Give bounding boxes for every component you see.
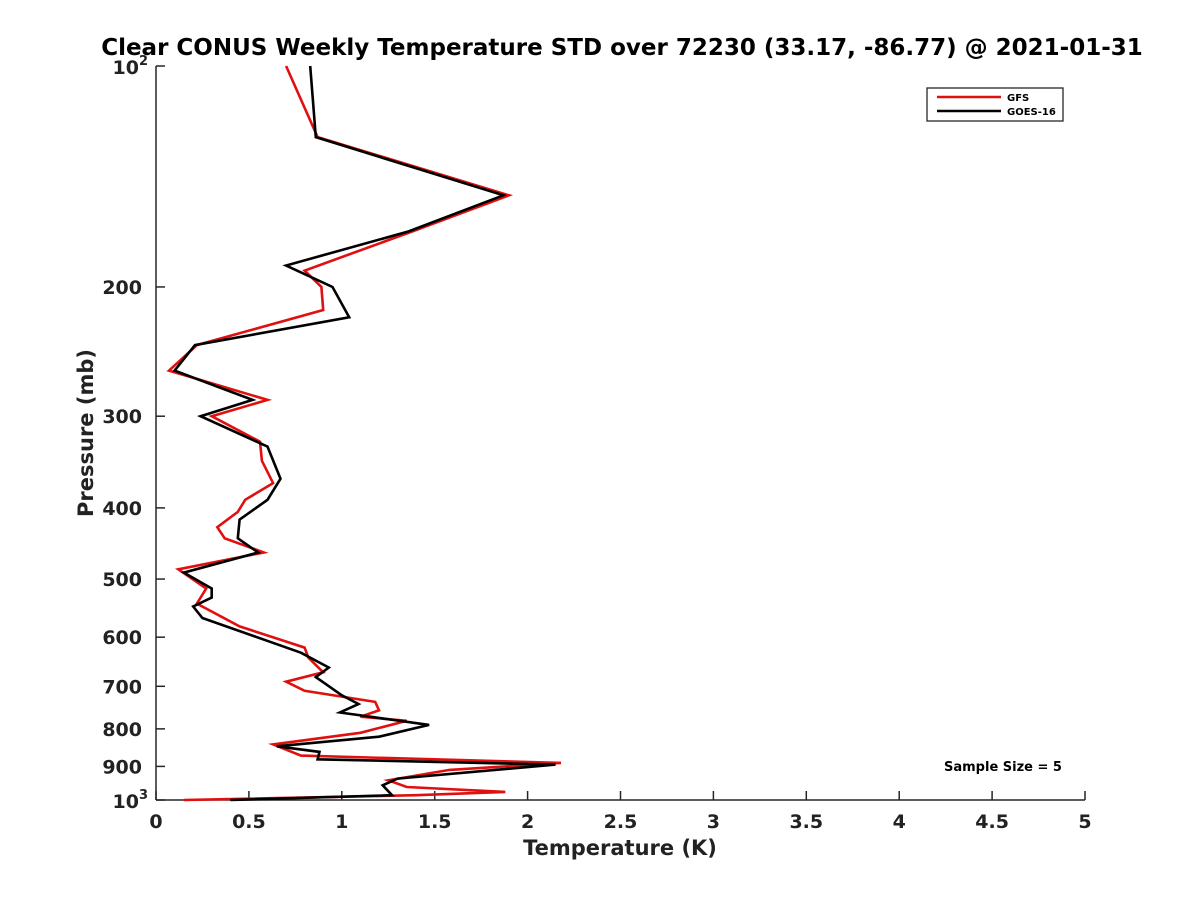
- y-tick-label: 700: [102, 676, 142, 698]
- x-tick-label: 0.5: [232, 811, 266, 833]
- series-line-gfs: [166, 65, 562, 802]
- x-tick-label: 1: [335, 811, 348, 833]
- axes: 0 0.5 1 1.5 2 2.5 3 3.5 4 4.5 51022003004005006007…: [102, 54, 1091, 833]
- x-tick-label: 3: [707, 811, 720, 833]
- series-line-goes-16: [172, 65, 556, 802]
- x-tick-label: 3.5: [789, 811, 823, 833]
- series-layer: [166, 65, 562, 802]
- x-tick-label: 2: [521, 811, 534, 833]
- y-axis-label: Pressure (mb): [74, 349, 98, 517]
- y-tick-exponent: 2: [139, 54, 148, 69]
- legend-label: GFS: [1007, 93, 1029, 104]
- legend-box: [926, 87, 1064, 122]
- y-tick-base: 10: [113, 57, 139, 79]
- x-tick-label: 4.5: [975, 811, 1009, 833]
- x-tick-label: 4: [893, 811, 906, 833]
- x-tick-label: 2.5: [604, 811, 638, 833]
- legend: GFS GOES-16: [926, 87, 1064, 122]
- x-tick-label: 5: [1078, 811, 1091, 833]
- y-tick-label: 200: [102, 277, 142, 299]
- x-axis-label: Temperature (K): [523, 836, 717, 860]
- y-tick-label: 600: [102, 627, 142, 649]
- y-tick-base: 10: [113, 791, 139, 813]
- y-tick-exponent: 3: [139, 788, 148, 803]
- y-tick-label: 900: [102, 756, 142, 778]
- y-tick-label: 800: [102, 719, 142, 741]
- y-tick-label: 400: [102, 498, 142, 520]
- legend-label: GOES-16: [1007, 107, 1056, 118]
- y-tick-label: 300: [102, 406, 142, 428]
- x-tick-label: 0: [149, 811, 162, 833]
- y-tick-label: 103: [113, 788, 149, 813]
- y-tick-label: 102: [113, 54, 149, 79]
- y-tick-label: 500: [102, 569, 142, 591]
- sample-size-annotation: Sample Size = 5: [944, 760, 1062, 775]
- x-tick-label: 1.5: [418, 811, 452, 833]
- chart-title: Clear CONUS Weekly Temperature STD over …: [101, 35, 1143, 61]
